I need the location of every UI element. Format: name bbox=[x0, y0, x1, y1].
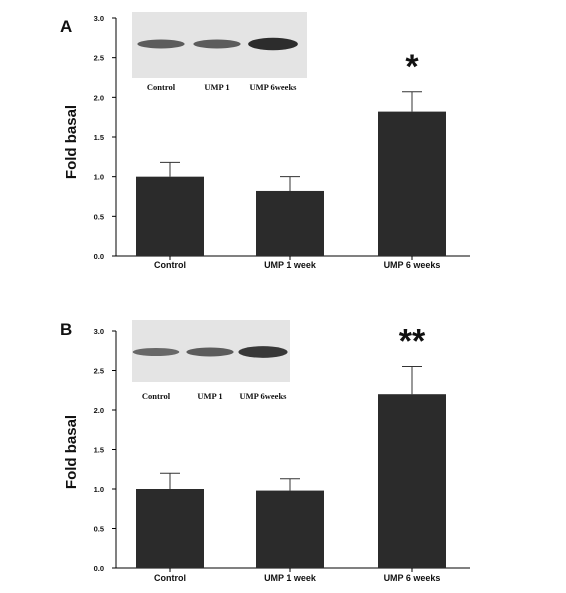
y-tick-label: 1.0 bbox=[94, 173, 104, 182]
x-tick-label: Control bbox=[154, 573, 186, 583]
bar bbox=[136, 176, 204, 256]
x-tick-label: UMP 6 weeks bbox=[384, 573, 441, 583]
y-tick-label: 0.5 bbox=[94, 525, 104, 534]
y-tick-label: 0.0 bbox=[94, 564, 104, 573]
panel-a: A Fold basal 0.0 0.5 1.0 1.5 2.0 2.5 3.0 Control U… bbox=[60, 12, 470, 270]
blot-label: UMP 1 bbox=[197, 391, 222, 401]
x-tick-label: UMP 6 weeks bbox=[384, 260, 441, 270]
bar bbox=[256, 190, 324, 256]
significance-marker: ** bbox=[399, 323, 426, 361]
x-tick-label: UMP 1 week bbox=[264, 573, 317, 583]
y-tick-label: 3.0 bbox=[94, 14, 104, 23]
bar bbox=[378, 394, 446, 568]
blot-band bbox=[248, 37, 298, 51]
blot-label: UMP 6weeks bbox=[240, 391, 288, 401]
panel-letter: B bbox=[60, 320, 72, 339]
blot-label: UMP 6weeks bbox=[250, 82, 298, 92]
y-axis-label: Fold basal bbox=[63, 105, 80, 179]
y-tick-label: 0.5 bbox=[94, 212, 104, 221]
panel-b: B Fold basal 0.0 0.5 1.0 1.5 2.0 2.5 3.0 Control U… bbox=[60, 320, 470, 583]
y-tick-label: 1.5 bbox=[94, 446, 104, 455]
y-tick-label: 0.0 bbox=[94, 252, 104, 261]
y-tick-label: 2.5 bbox=[94, 367, 104, 376]
blot-band bbox=[193, 39, 241, 49]
y-tick-label: 2.0 bbox=[94, 93, 104, 102]
y-tick-label: 2.0 bbox=[94, 406, 104, 415]
significance-marker: * bbox=[405, 48, 419, 86]
blot-label: Control bbox=[147, 82, 176, 92]
y-axis-label: Fold basal bbox=[63, 415, 80, 489]
bar bbox=[378, 111, 446, 256]
x-tick-label: Control bbox=[154, 260, 186, 270]
blot-label: Control bbox=[142, 391, 171, 401]
blot-band bbox=[137, 39, 185, 49]
blot-label: UMP 1 bbox=[204, 82, 229, 92]
y-tick-label: 3.0 bbox=[94, 327, 104, 336]
x-tick-label: UMP 1 week bbox=[264, 260, 317, 270]
blot-band bbox=[186, 347, 234, 357]
bar bbox=[136, 489, 204, 568]
bar bbox=[256, 490, 324, 568]
blot-band bbox=[238, 346, 288, 358]
y-tick-label: 1.0 bbox=[94, 485, 104, 494]
y-tick-label: 2.5 bbox=[94, 54, 104, 63]
y-tick-label: 1.5 bbox=[94, 133, 104, 142]
blot-band bbox=[132, 347, 180, 357]
panel-letter: A bbox=[60, 17, 72, 36]
